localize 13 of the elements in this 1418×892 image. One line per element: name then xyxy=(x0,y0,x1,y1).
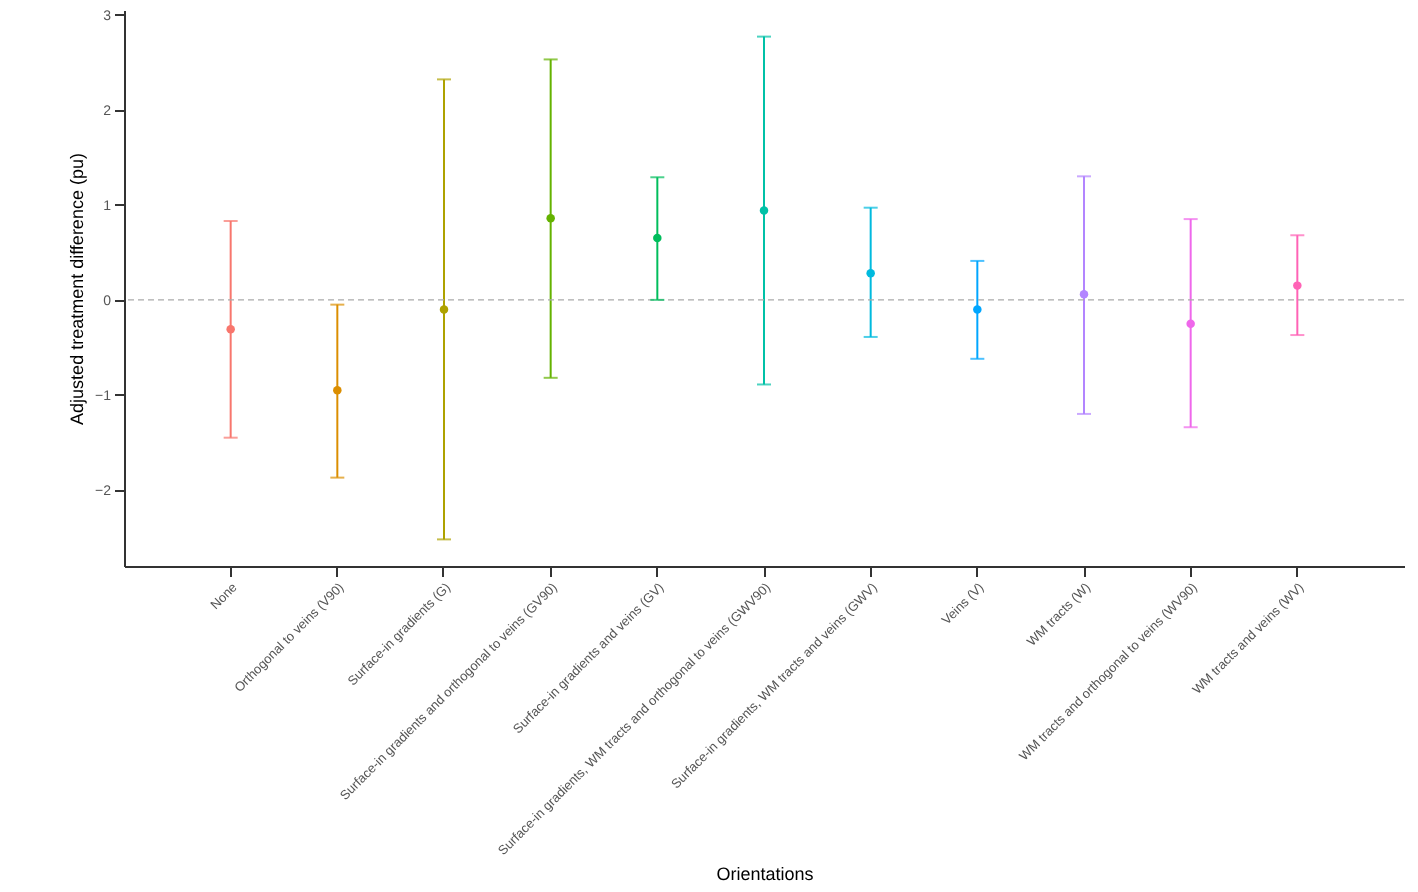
point xyxy=(973,305,982,314)
point xyxy=(1293,281,1302,290)
point xyxy=(439,305,449,314)
point xyxy=(226,325,235,334)
point xyxy=(1079,289,1089,299)
point xyxy=(759,206,769,215)
point xyxy=(546,213,555,223)
point xyxy=(1186,319,1195,328)
y-axis-title: Adjusted treatment difference (pu) xyxy=(67,153,88,425)
point xyxy=(333,385,342,395)
point xyxy=(866,269,875,278)
point xyxy=(653,233,662,243)
x-axis-title: Orientations xyxy=(716,863,815,884)
